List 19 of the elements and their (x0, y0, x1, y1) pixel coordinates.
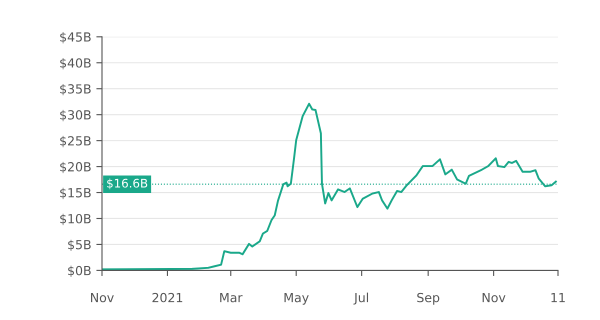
x-tick-label: Nov (482, 293, 506, 302)
y-tick-label: $35B (60, 84, 91, 96)
y-tick-label: $15B (60, 188, 91, 200)
y-tick-label: $45B (60, 32, 91, 44)
y-tick-label: $5B (68, 240, 91, 252)
x-tick-label: 11 (551, 293, 565, 302)
y-tick-label: $40B (60, 58, 91, 70)
y-tick-label: $20B (60, 162, 91, 174)
y-tick-label: $10B (60, 214, 91, 226)
x-tick-label: Mar (220, 293, 243, 302)
x-tick-label: Nov (91, 293, 114, 302)
y-tick-label: $25B (60, 136, 91, 148)
x-tick-label: 2021 (152, 292, 182, 302)
y-tick-label: $30B (60, 110, 91, 122)
x-tick-label: Jul (353, 292, 368, 305)
x-tick-label: Sep (417, 292, 440, 305)
x-tick-label: May (284, 293, 309, 305)
y-tick-label: $0B (68, 266, 91, 277)
ref-line-label: $16.6B (107, 178, 148, 190)
